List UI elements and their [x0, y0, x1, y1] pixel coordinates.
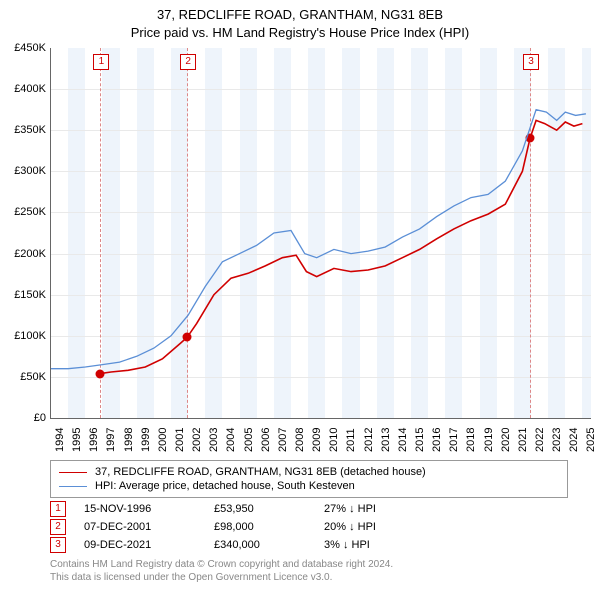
transaction-date: 07-DEC-2001: [84, 521, 214, 533]
y-tick-label: £200K: [14, 248, 46, 260]
legend-row-property: 37, REDCLIFFE ROAD, GRANTHAM, NG31 8EB (…: [59, 465, 559, 479]
x-tick-label: 2024: [568, 428, 580, 452]
transaction-delta-vs-hpi: 27% ↓ HPI: [324, 503, 414, 515]
y-tick-label: £400K: [14, 83, 46, 95]
x-tick-label: 2025: [585, 428, 597, 452]
legend-box: 37, REDCLIFFE ROAD, GRANTHAM, NG31 8EB (…: [50, 460, 568, 498]
x-tick-label: 2012: [363, 428, 375, 452]
y-tick-label: £350K: [14, 124, 46, 136]
y-tick-label: £250K: [14, 206, 46, 218]
y-tick-label: £100K: [14, 330, 46, 342]
transaction-number-box: 3: [50, 537, 66, 553]
x-tick-label: 2003: [208, 428, 220, 452]
y-tick-label: £0: [34, 412, 46, 424]
transaction-price: £53,950: [214, 503, 324, 515]
x-tick-label: 2001: [174, 428, 186, 452]
transaction-row: 1 15-NOV-1996£53,95027% ↓ HPI: [50, 500, 414, 518]
transactions-table: 1 15-NOV-1996£53,95027% ↓ HPI 2 07-DEC-2001…: [50, 500, 414, 554]
x-tick-label: 2020: [500, 428, 512, 452]
chart-lines: [51, 48, 591, 418]
x-tick-label: 2018: [465, 428, 477, 452]
transaction-number-box: 1: [50, 501, 66, 517]
transaction-price: £340,000: [214, 539, 324, 551]
x-tick-label: 2009: [311, 428, 323, 452]
x-tick-label: 2007: [277, 428, 289, 452]
transaction-delta-vs-hpi: 3% ↓ HPI: [324, 539, 414, 551]
x-tick-label: 2022: [534, 428, 546, 452]
x-tick-label: 2006: [260, 428, 272, 452]
footer-line1: Contains HM Land Registry data © Crown c…: [50, 558, 393, 571]
series-hpi: [51, 110, 586, 369]
x-tick-label: 1995: [71, 428, 83, 452]
x-tick-label: 2000: [157, 428, 169, 452]
x-tick-label: 2010: [328, 428, 340, 452]
x-tick-label: 2002: [191, 428, 203, 452]
x-tick-label: 2019: [483, 428, 495, 452]
x-tick-label: 2021: [517, 428, 529, 452]
y-tick-label: £150K: [14, 289, 46, 301]
transaction-date: 09-DEC-2021: [84, 539, 214, 551]
x-tick-label: 2014: [397, 428, 409, 452]
x-tick-label: 2023: [551, 428, 563, 452]
price-chart: 123: [50, 48, 591, 419]
title-subtitle: Price paid vs. HM Land Registry's House …: [0, 24, 600, 42]
title-address: 37, REDCLIFFE ROAD, GRANTHAM, NG31 8EB: [0, 6, 600, 24]
transaction-price: £98,000: [214, 521, 324, 533]
series-property: [100, 120, 582, 373]
x-tick-label: 2015: [414, 428, 426, 452]
y-tick-label: £450K: [14, 42, 46, 54]
x-tick-label: 2008: [294, 428, 306, 452]
legend-swatch-property: [59, 472, 87, 473]
page: 37, REDCLIFFE ROAD, GRANTHAM, NG31 8EB P…: [0, 0, 600, 590]
transaction-number-box: 2: [50, 519, 66, 535]
legend-swatch-hpi: [59, 486, 87, 487]
x-tick-label: 2016: [431, 428, 443, 452]
x-tick-label: 1997: [105, 428, 117, 452]
x-tick-label: 2013: [380, 428, 392, 452]
x-tick-label: 2011: [345, 428, 357, 452]
y-tick-label: £300K: [14, 165, 46, 177]
legend-label-hpi: HPI: Average price, detached house, Sout…: [95, 480, 355, 492]
legend-row-hpi: HPI: Average price, detached house, Sout…: [59, 479, 559, 493]
x-tick-label: 2004: [225, 428, 237, 452]
footer-attribution: Contains HM Land Registry data © Crown c…: [50, 558, 393, 584]
x-tick-label: 1999: [140, 428, 152, 452]
x-tick-label: 2017: [448, 428, 460, 452]
footer-line2: This data is licensed under the Open Gov…: [50, 571, 393, 584]
y-tick-label: £50K: [20, 371, 46, 383]
legend-label-property: 37, REDCLIFFE ROAD, GRANTHAM, NG31 8EB (…: [95, 466, 426, 478]
transaction-delta-vs-hpi: 20% ↓ HPI: [324, 521, 414, 533]
chart-title: 37, REDCLIFFE ROAD, GRANTHAM, NG31 8EB P…: [0, 0, 600, 41]
x-tick-label: 1996: [88, 428, 100, 452]
x-tick-label: 2005: [243, 428, 255, 452]
transaction-row: 2 07-DEC-2001£98,00020% ↓ HPI: [50, 518, 414, 536]
x-tick-label: 1998: [123, 428, 135, 452]
x-tick-label: 1994: [54, 428, 66, 452]
transaction-row: 3 09-DEC-2021£340,0003% ↓ HPI: [50, 536, 414, 554]
transaction-date: 15-NOV-1996: [84, 503, 214, 515]
